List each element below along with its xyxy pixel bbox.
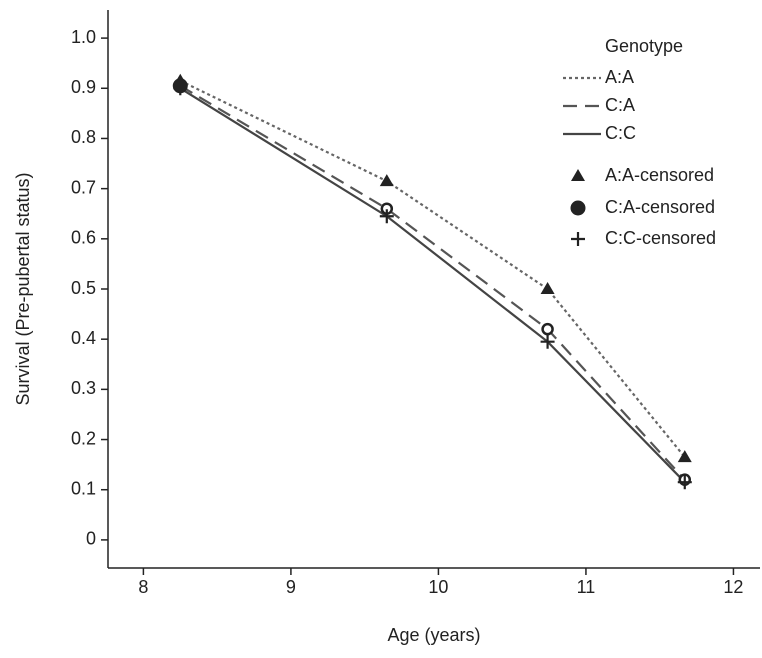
y-tick-label: 0.2: [71, 428, 96, 448]
censor-marker: [540, 334, 555, 349]
censor-marker: [379, 209, 394, 224]
y-axis-label: Survival (Pre-pubertal status): [13, 172, 33, 405]
legend-label: A:A-censored: [605, 165, 714, 185]
legend-label: C:C-censored: [605, 228, 716, 248]
x-tick-label: 10: [428, 577, 448, 597]
legend-label: C:A: [605, 95, 635, 115]
censor-marker: [540, 282, 555, 294]
x-tick-label: 11: [577, 577, 596, 597]
censor-marker: [379, 174, 394, 187]
y-tick-label: 0.8: [71, 127, 96, 147]
legend-label: A:A: [605, 67, 634, 87]
y-tick-label: 1.0: [71, 27, 96, 47]
legend-marker: [571, 169, 585, 181]
y-tick-label: 0.1: [71, 478, 96, 498]
series-line: [179, 84, 686, 481]
series-line: [179, 79, 686, 458]
censor-marker: [677, 450, 692, 463]
legend-marker: [570, 200, 586, 216]
series-line: [179, 87, 686, 483]
x-tick-label: 12: [723, 577, 743, 597]
censor-marker: [541, 322, 554, 336]
y-tick-label: 0.5: [71, 278, 96, 298]
x-tick-label: 9: [286, 577, 296, 597]
y-tick-label: 0.3: [71, 378, 96, 398]
y-tick-label: 0: [86, 529, 96, 549]
x-tick-label: 8: [138, 577, 148, 597]
censor-marker: [677, 475, 692, 490]
y-tick-label: 0.4: [71, 328, 96, 348]
y-tick-label: 0.7: [71, 177, 96, 197]
censor-marker: [173, 81, 188, 96]
legend-marker: [571, 232, 585, 246]
legend-title: Genotype: [605, 36, 683, 56]
x-axis-label: Age (years): [387, 625, 480, 645]
legend-label: C:A-censored: [605, 197, 715, 217]
y-tick-label: 0.9: [71, 77, 96, 97]
legend-label: C:C: [605, 123, 636, 143]
y-tick-label: 0.6: [71, 228, 96, 248]
